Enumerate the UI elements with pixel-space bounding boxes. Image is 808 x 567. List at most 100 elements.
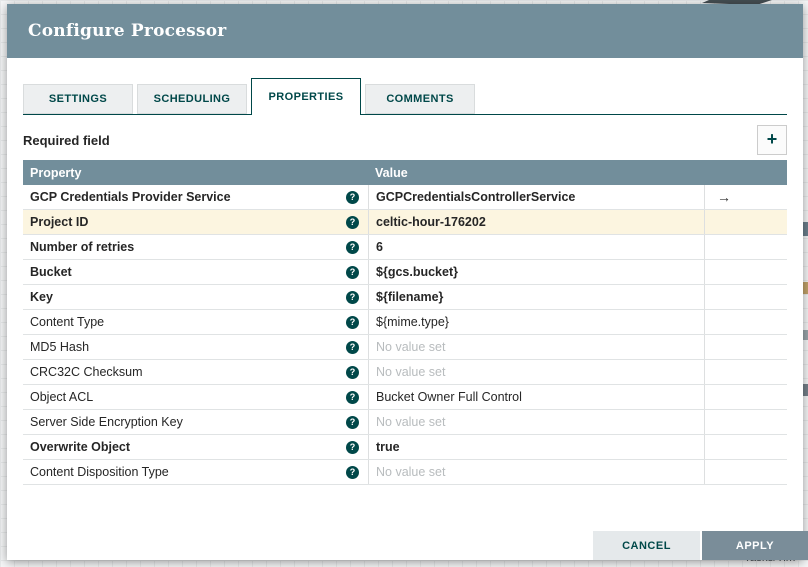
property-name-cell: Project ID?	[23, 210, 368, 234]
canvas-fragment	[803, 282, 808, 294]
canvas-fragment	[803, 330, 808, 340]
tab-settings[interactable]: SETTINGS	[23, 84, 133, 114]
property-value: No value set	[376, 465, 446, 479]
help-icon[interactable]: ?	[346, 340, 359, 354]
property-value-cell[interactable]: 6	[368, 235, 704, 259]
property-name: Overwrite Object	[30, 440, 131, 454]
canvas-fragment	[803, 384, 808, 396]
apply-button[interactable]: APPLY	[702, 531, 808, 560]
help-icon[interactable]: ?	[346, 190, 359, 204]
dialog-title: Configure Processor	[7, 4, 803, 58]
property-value-cell[interactable]: GCPCredentialsControllerService	[368, 185, 704, 209]
property-value-cell[interactable]: No value set	[368, 360, 704, 384]
property-value: GCPCredentialsControllerService	[376, 190, 576, 204]
column-header-value: Value	[375, 165, 408, 180]
tab-scheduling[interactable]: SCHEDULING	[137, 84, 247, 114]
property-name: Bucket	[30, 265, 72, 279]
property-name-cell: Object ACL?	[23, 385, 368, 409]
table-row[interactable]: Overwrite Object? true	[23, 435, 787, 460]
property-name-cell: Server Side Encryption Key?	[23, 410, 368, 434]
property-value: ${mime.type}	[376, 315, 449, 329]
table-row[interactable]: Number of retries? 6	[23, 235, 787, 260]
help-icon[interactable]: ?	[346, 315, 359, 329]
goto-cell	[704, 235, 787, 259]
property-value: celtic-hour-176202	[376, 215, 486, 229]
property-value: ${gcs.bucket}	[376, 265, 458, 279]
property-name-cell: Content Disposition Type?	[23, 460, 368, 484]
goto-cell	[704, 285, 787, 309]
tab-comments[interactable]: COMMENTS	[365, 84, 475, 114]
cancel-button[interactable]: CANCEL	[593, 531, 700, 560]
goto-cell	[704, 435, 787, 459]
goto-service-icon[interactable]: →	[717, 189, 731, 205]
property-name-cell: Overwrite Object?	[23, 435, 368, 459]
property-value: No value set	[376, 415, 446, 429]
table-row[interactable]: CRC32C Checksum? No value set	[23, 360, 787, 385]
property-value-cell[interactable]: ${mime.type}	[368, 310, 704, 334]
table-row[interactable]: GCP Credentials Provider Service? GCPCred…	[23, 185, 787, 210]
help-icon[interactable]: ?	[346, 240, 359, 254]
property-name: Number of retries	[30, 240, 135, 254]
goto-cell	[704, 410, 787, 434]
property-value: true	[376, 440, 400, 454]
goto-cell	[704, 385, 787, 409]
goto-cell	[704, 360, 787, 384]
table-row[interactable]: Project ID? celtic-hour-176202	[23, 210, 787, 235]
help-icon[interactable]: ?	[346, 365, 359, 379]
property-name: Project ID	[30, 215, 89, 229]
property-value: ${filename}	[376, 290, 444, 304]
property-value-cell[interactable]: ${gcs.bucket}	[368, 260, 704, 284]
canvas-fragment	[803, 222, 808, 236]
help-icon[interactable]: ?	[346, 440, 359, 454]
goto-cell	[704, 210, 787, 234]
table-row[interactable]: Content Disposition Type? No value set	[23, 460, 787, 485]
table-row[interactable]: Content Type? ${mime.type}	[23, 310, 787, 335]
properties-table-body: GCP Credentials Provider Service? GCPCred…	[23, 185, 787, 485]
dialog-body: SETTINGS SCHEDULING PROPERTIES COMMENTS Req…	[7, 76, 803, 485]
property-value: 6	[376, 240, 383, 254]
property-name-cell: Bucket?	[23, 260, 368, 284]
required-field-label: Required field	[23, 132, 110, 148]
goto-cell	[704, 335, 787, 359]
help-icon[interactable]: ?	[346, 265, 359, 279]
property-value-cell[interactable]: true	[368, 435, 704, 459]
configure-processor-dialog: Configure Processor SETTINGS SCHEDULING PR…	[7, 4, 803, 560]
property-name-cell: Key?	[23, 285, 368, 309]
property-name: Content Type	[30, 315, 105, 329]
properties-table-header: Property Value	[23, 160, 787, 185]
table-row[interactable]: MD5 Hash? No value set	[23, 335, 787, 360]
property-value-cell[interactable]: ${filename}	[368, 285, 704, 309]
table-row[interactable]: Server Side Encryption Key? No value set	[23, 410, 787, 435]
property-name: Object ACL	[30, 390, 94, 404]
property-name-cell: Number of retries?	[23, 235, 368, 259]
property-value-cell[interactable]: No value set	[368, 460, 704, 484]
property-name: CRC32C Checksum	[30, 365, 143, 379]
property-name: Key	[30, 290, 53, 304]
tab-bar: SETTINGS SCHEDULING PROPERTIES COMMENTS	[23, 76, 787, 115]
property-name: MD5 Hash	[30, 340, 90, 354]
property-value-cell[interactable]: celtic-hour-176202	[368, 210, 704, 234]
property-name: Content Disposition Type	[30, 465, 169, 479]
table-row[interactable]: Object ACL? Bucket Owner Full Control	[23, 385, 787, 410]
property-name-cell: Content Type?	[23, 310, 368, 334]
help-icon[interactable]: ?	[346, 465, 359, 479]
help-icon[interactable]: ?	[346, 215, 359, 229]
help-icon[interactable]: ?	[346, 390, 359, 404]
property-value: No value set	[376, 365, 446, 379]
property-name: GCP Credentials Provider Service	[30, 190, 231, 204]
property-value-cell[interactable]: No value set	[368, 410, 704, 434]
property-name-cell: GCP Credentials Provider Service?	[23, 185, 368, 209]
property-value: Bucket Owner Full Control	[376, 390, 522, 404]
add-property-button[interactable]: +	[757, 125, 787, 155]
property-value-cell[interactable]: Bucket Owner Full Control	[368, 385, 704, 409]
table-row[interactable]: Bucket? ${gcs.bucket}	[23, 260, 787, 285]
goto-cell	[704, 460, 787, 484]
tab-properties[interactable]: PROPERTIES	[251, 78, 361, 115]
table-row[interactable]: Key? ${filename}	[23, 285, 787, 310]
goto-cell	[704, 260, 787, 284]
property-value-cell[interactable]: No value set	[368, 335, 704, 359]
property-name-cell: CRC32C Checksum?	[23, 360, 368, 384]
help-icon[interactable]: ?	[346, 415, 359, 429]
canvas-connection-fragment	[702, 0, 772, 5]
help-icon[interactable]: ?	[346, 290, 359, 304]
